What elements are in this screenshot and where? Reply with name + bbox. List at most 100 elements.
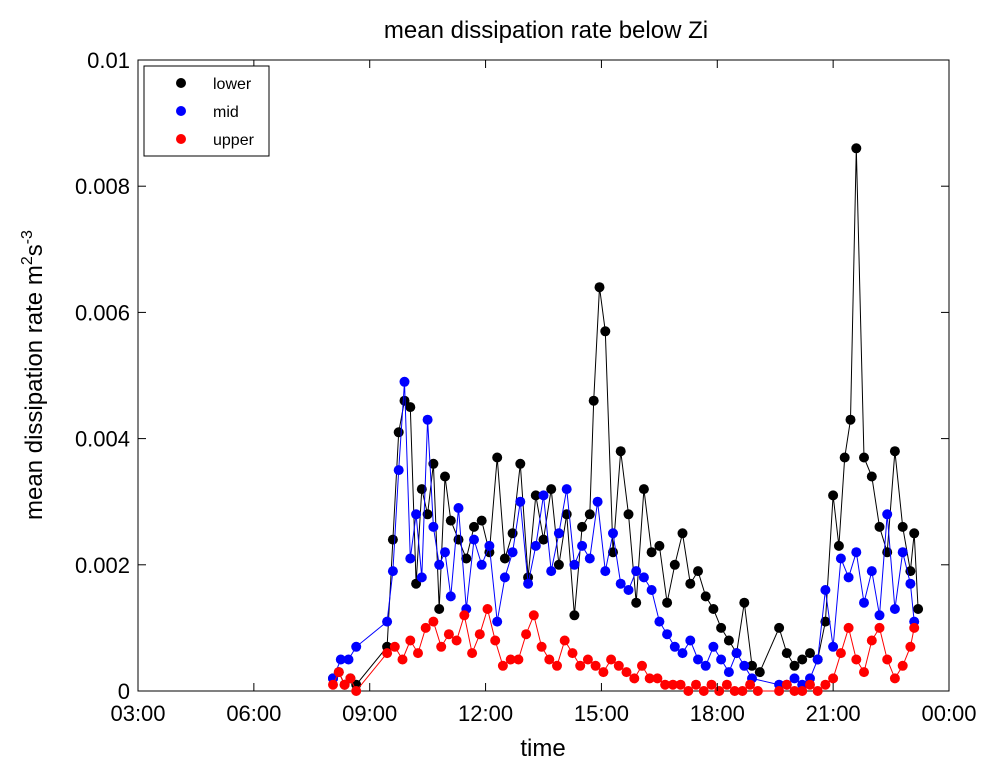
data-point-mid — [897, 547, 908, 558]
data-point-mid — [469, 534, 479, 545]
data-point-mid — [608, 528, 618, 539]
data-point-upper — [459, 610, 470, 621]
data-point-upper — [567, 648, 578, 659]
data-point-mid — [874, 610, 885, 621]
data-point-mid — [662, 629, 673, 640]
data-point-mid — [646, 585, 657, 595]
data-point-upper — [812, 686, 823, 696]
data-point-upper — [652, 673, 663, 684]
x-tick-label: 06:00 — [226, 701, 281, 726]
data-point-upper — [667, 679, 678, 690]
data-point-upper — [714, 686, 725, 696]
series-mid — [328, 376, 920, 690]
ticks-layer: 03:00 06:00 09:00 12:00 15:00 18:00 21:00 00:00… — [75, 48, 977, 726]
data-point-mid — [335, 654, 346, 665]
data-point-mid — [422, 414, 433, 425]
data-point-mid — [492, 616, 503, 627]
data-point-upper — [397, 654, 408, 665]
data-point-mid — [515, 496, 526, 507]
data-point-lower — [499, 553, 510, 564]
data-point-upper — [345, 673, 356, 684]
data-point-mid — [723, 667, 734, 678]
data-point-upper — [333, 667, 344, 678]
data-point-lower — [700, 591, 711, 602]
data-point-upper — [797, 686, 808, 696]
data-point-upper — [521, 629, 532, 640]
data-point-mid — [615, 578, 626, 589]
data-point-lower — [781, 648, 792, 659]
data-point-mid — [669, 641, 680, 652]
legend-marker-upper — [176, 134, 186, 144]
data-point-upper — [752, 686, 763, 696]
data-point-lower — [434, 604, 445, 614]
data-point-mid — [631, 566, 642, 577]
legend-item-upper: upper — [176, 132, 255, 149]
data-point-upper — [721, 679, 732, 690]
data-point-lower — [623, 509, 634, 520]
data-point-upper — [781, 679, 792, 690]
y-tick-label: 0.004 — [75, 427, 130, 452]
data-point-upper — [413, 648, 423, 659]
data-point-lower — [546, 484, 557, 495]
data-point-lower — [515, 458, 526, 469]
data-point-upper — [536, 641, 547, 652]
data-point-upper — [467, 648, 478, 659]
data-point-mid — [693, 654, 703, 665]
data-point-mid — [434, 559, 445, 570]
data-point-upper — [866, 635, 877, 646]
data-point-lower — [530, 490, 541, 501]
data-point-mid — [405, 553, 416, 564]
data-point-mid — [889, 604, 900, 614]
data-point-lower — [693, 566, 703, 577]
data-point-upper — [482, 604, 493, 614]
data-point-upper — [843, 622, 854, 633]
series-layer — [328, 143, 924, 696]
data-point-mid — [685, 635, 696, 646]
x-tick-label: 21:00 — [806, 701, 861, 726]
data-point-lower — [897, 521, 908, 532]
data-point-upper — [420, 622, 431, 633]
data-point-upper — [582, 654, 593, 665]
data-point-mid — [351, 641, 362, 652]
data-point-upper — [706, 679, 717, 690]
data-point-mid — [440, 547, 450, 558]
data-point-lower — [405, 402, 416, 413]
data-point-mid — [828, 641, 839, 652]
legend-box — [143, 65, 270, 157]
data-point-upper — [637, 660, 647, 671]
data-point-lower — [913, 604, 924, 614]
data-point-lower — [387, 534, 398, 545]
data-point-lower — [440, 471, 450, 482]
data-point-upper — [474, 629, 485, 640]
data-point-upper — [789, 686, 800, 696]
data-point-upper — [598, 667, 609, 678]
data-point-mid — [700, 660, 711, 671]
data-point-upper — [428, 616, 439, 627]
data-point-mid — [882, 509, 893, 520]
data-point-lower — [492, 452, 503, 463]
data-point-lower — [600, 326, 611, 337]
data-point-upper — [621, 667, 632, 678]
data-point-upper — [698, 686, 709, 696]
series-line-mid — [332, 381, 915, 686]
data-point-upper — [339, 679, 350, 690]
data-point-lower — [422, 509, 433, 520]
legend-marker-lower — [176, 78, 186, 88]
data-point-lower — [445, 515, 456, 526]
data-point-mid — [820, 585, 831, 595]
data-point-lower — [646, 547, 657, 558]
data-point-upper — [590, 660, 601, 671]
data-point-mid — [484, 540, 495, 551]
legend-item-lower: lower — [176, 76, 252, 93]
chart-title: mean dissipation rate below Zi — [384, 17, 708, 44]
y-axis-title-sup2: -3 — [19, 230, 36, 244]
data-point-lower — [789, 660, 800, 671]
data-point-lower — [859, 452, 869, 463]
data-point-upper — [389, 641, 400, 652]
data-point-upper — [644, 673, 655, 684]
data-point-upper — [606, 654, 617, 665]
data-point-mid — [387, 566, 398, 577]
data-point-upper — [513, 654, 524, 665]
data-point-lower — [615, 446, 626, 457]
data-point-lower — [631, 597, 642, 608]
